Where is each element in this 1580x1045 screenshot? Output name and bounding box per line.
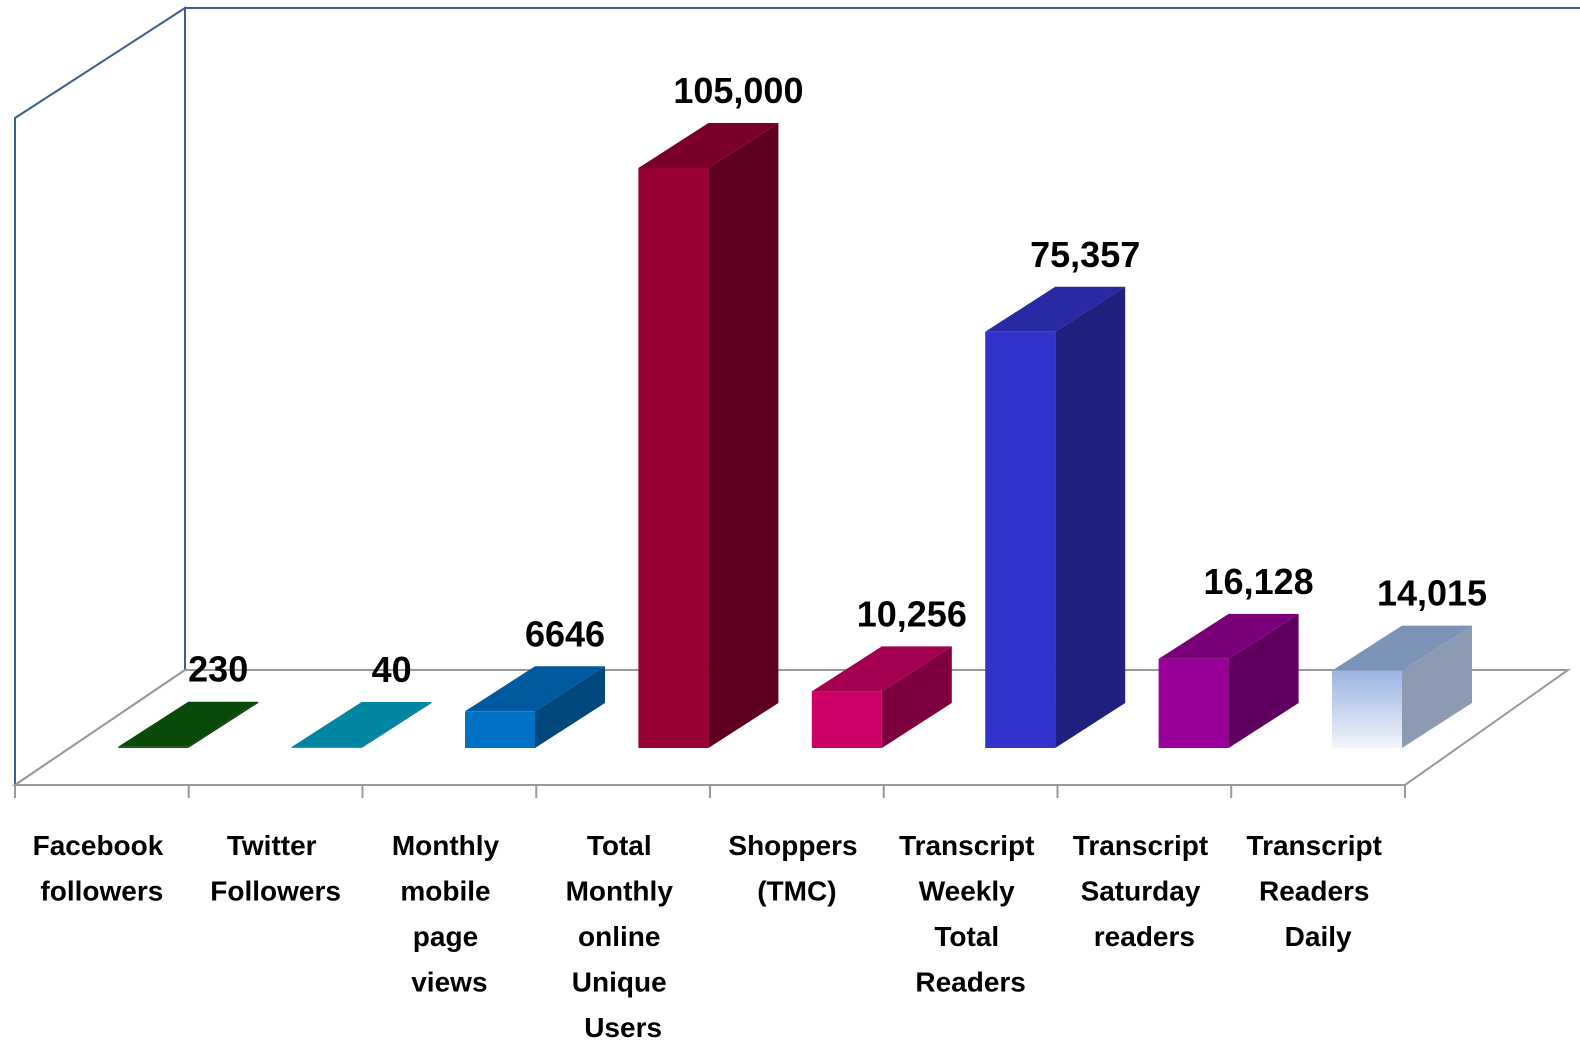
label-line: Transcript bbox=[1073, 830, 1216, 861]
label-line: followers bbox=[40, 876, 163, 907]
bar-side bbox=[1055, 286, 1126, 748]
value-label: 40 bbox=[372, 649, 412, 690]
label-line: Transcript bbox=[899, 830, 1042, 861]
bar bbox=[1332, 670, 1402, 748]
label-line: Weekly bbox=[919, 876, 1023, 907]
value-label: 6646 bbox=[525, 613, 605, 654]
bar bbox=[291, 747, 362, 748]
value-label: 230 bbox=[188, 649, 248, 690]
label-line: Followers bbox=[210, 876, 341, 907]
x-tick-label: Total Monthly online Unique Users bbox=[566, 830, 681, 1043]
bar-top bbox=[1332, 625, 1472, 671]
x-tick-label: Monthly mobile page views bbox=[392, 830, 507, 998]
bar-top bbox=[811, 646, 952, 692]
x-tick-label: Transcript Weekly Total Readers bbox=[899, 830, 1042, 998]
bar-side bbox=[361, 702, 432, 748]
label-line: Facebook bbox=[33, 830, 171, 861]
label-line: online bbox=[578, 921, 668, 952]
label-line: Twitter bbox=[227, 830, 324, 861]
bar bbox=[811, 691, 882, 748]
label-line: Monthly bbox=[566, 876, 681, 907]
label-line: Transcript bbox=[1247, 830, 1390, 861]
value-label: 10,256 bbox=[857, 593, 967, 634]
x-tick-label: Transcript Readers Daily bbox=[1247, 830, 1390, 952]
label-line: Total bbox=[934, 921, 1007, 952]
label-line: Monthly bbox=[392, 830, 507, 861]
bar bbox=[1158, 658, 1229, 748]
side-wall bbox=[14, 6, 186, 787]
bar-top bbox=[985, 286, 1126, 332]
bar-side bbox=[1228, 613, 1299, 748]
label-line: views bbox=[411, 967, 487, 998]
bar-side bbox=[708, 123, 779, 748]
back-wall bbox=[184, 7, 1580, 670]
bar bbox=[465, 711, 535, 748]
label-line: Readers bbox=[915, 967, 1026, 998]
label-line: Total bbox=[587, 830, 660, 861]
bar bbox=[638, 168, 709, 748]
label-line: Users bbox=[584, 1012, 662, 1043]
x-tick-label: Facebook followers bbox=[33, 830, 171, 907]
x-tick-label: Twitter Followers bbox=[210, 830, 341, 907]
bar-side bbox=[881, 646, 952, 748]
label-line: Saturday bbox=[1081, 876, 1209, 907]
bar-top bbox=[1158, 613, 1299, 659]
label-line: Daily bbox=[1285, 921, 1352, 952]
x-tick-label: Transcript Saturday readers bbox=[1073, 830, 1216, 952]
label-line: Readers bbox=[1259, 876, 1377, 907]
bar-top bbox=[291, 702, 432, 747]
bar-side bbox=[1402, 625, 1472, 748]
bar bbox=[985, 331, 1056, 748]
value-label: 75,357 bbox=[1030, 234, 1140, 275]
bar-side bbox=[535, 666, 605, 748]
bar-top bbox=[465, 666, 605, 712]
value-label: 16,128 bbox=[1204, 561, 1314, 602]
label-line: mobile bbox=[400, 876, 498, 907]
bar-top bbox=[638, 123, 779, 169]
value-label: 105,000 bbox=[673, 70, 803, 111]
x-tick-label: Shoppers (TMC) bbox=[728, 830, 865, 907]
value-label: 14,015 bbox=[1377, 573, 1487, 614]
label-line: page bbox=[413, 921, 486, 952]
bar-top bbox=[118, 701, 259, 747]
label-line: Unique bbox=[572, 967, 675, 998]
label-line: readers bbox=[1094, 921, 1195, 952]
label-line: (TMC) bbox=[757, 876, 836, 907]
bar bbox=[118, 746, 189, 748]
label-line: Shoppers bbox=[728, 830, 865, 861]
bar-side bbox=[188, 701, 259, 748]
